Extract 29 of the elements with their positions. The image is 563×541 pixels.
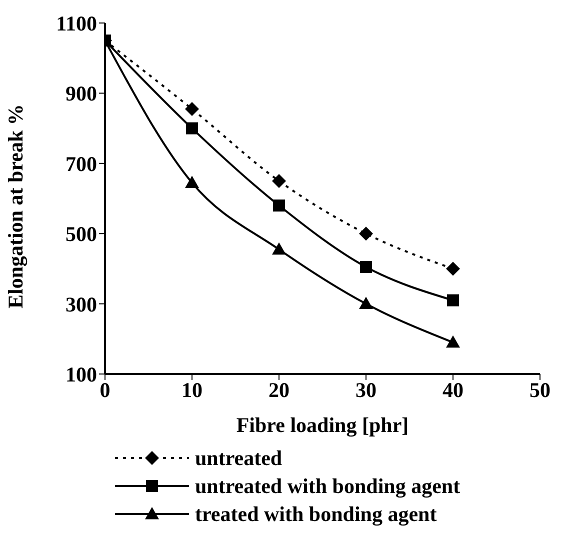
point	[359, 296, 373, 310]
x-tick-label: 40	[442, 378, 464, 402]
y-tick-label: 900	[66, 82, 97, 106]
y-tick-label: 300	[66, 292, 97, 316]
y-axis-title: Elongation at break %	[3, 104, 28, 308]
x-tick-label: 10	[182, 378, 202, 402]
x-tick-label: 20	[268, 378, 290, 402]
point	[273, 200, 285, 212]
legend-label: treated with bonding agent	[195, 502, 437, 526]
point	[359, 226, 373, 241]
point	[446, 335, 460, 348]
point	[272, 174, 286, 188]
point	[360, 260, 372, 273]
legend-label: untreated with bonding agent	[195, 474, 460, 498]
x-tick-label: 30	[356, 378, 376, 402]
point	[447, 294, 459, 306]
legend-label: untreated	[195, 446, 282, 470]
point	[185, 102, 199, 116]
point	[446, 262, 460, 276]
x-axis-title: Fibre loading [phr]	[236, 413, 409, 437]
y-tick-label: 700	[66, 152, 97, 176]
y-tick-label: 100	[66, 362, 97, 386]
x-tick-label: 0	[100, 378, 110, 402]
point	[186, 122, 198, 134]
y-tick-label: 1100	[56, 11, 97, 36]
y-tick-label: 500	[66, 222, 97, 246]
x-tick-label: 50	[530, 378, 550, 402]
point	[185, 176, 199, 188]
point	[272, 242, 286, 255]
